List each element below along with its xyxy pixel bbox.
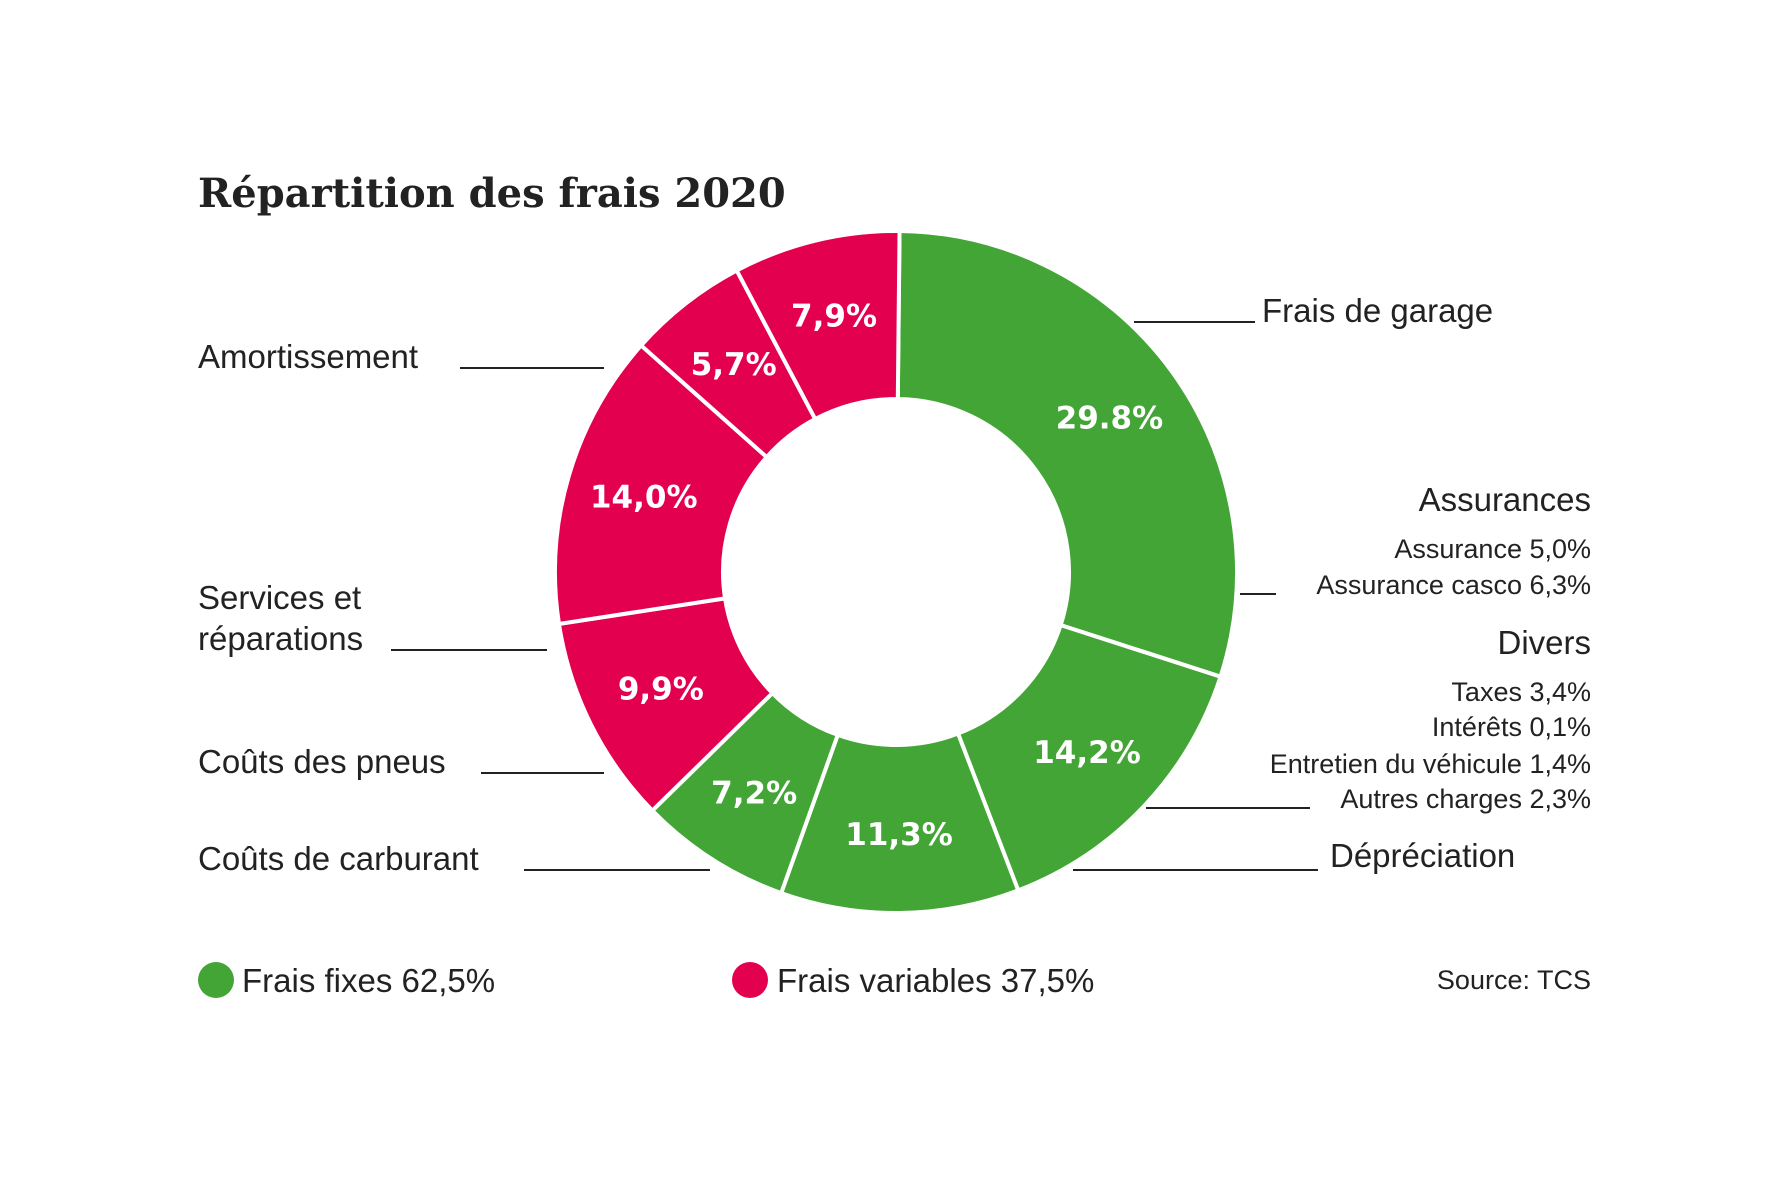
- slice-value-1: 14,2%: [1033, 735, 1141, 771]
- chart-title: Répartition des frais 2020: [198, 170, 786, 217]
- slice-value-3: 7,2%: [711, 775, 797, 811]
- slice-value-2: 11,3%: [845, 817, 953, 853]
- label-amortissement: Amortissement: [198, 338, 418, 375]
- source-note: Source: TCS: [1437, 965, 1591, 995]
- donut-slices: [553, 228, 1240, 915]
- label-assurances: Assurances: [1419, 481, 1591, 518]
- label-assurance: Assurance 5,0%: [1394, 534, 1591, 564]
- label-frais-garage: Frais de garage: [1262, 292, 1493, 329]
- slice-value-5: 14,0%: [590, 480, 698, 516]
- legend-dot-variable: [732, 962, 768, 998]
- label-divers: Divers: [1497, 624, 1591, 661]
- slice-amortissement: [895, 228, 1240, 680]
- label-assurance-casco: Assurance casco 6,3%: [1316, 570, 1591, 600]
- label-services-line1: Services et: [198, 579, 361, 616]
- slice-value-0: 29.8%: [1056, 400, 1164, 436]
- label-entretien: Entretien du véhicule 1,4%: [1270, 749, 1591, 779]
- slice-frais-de-garage: [955, 622, 1224, 893]
- slice-value-labels: 29.8% 14,2% 11,3% 7,2% 9,9% 14,0% 5,7% 7,9%: [590, 298, 1163, 853]
- slice-value-4: 9,9%: [618, 672, 704, 708]
- legend-label-fixed: Frais fixes 62,5%: [242, 962, 495, 999]
- label-interets: Intérêts 0,1%: [1432, 712, 1591, 742]
- label-autres-charges: Autres charges 2,3%: [1340, 784, 1591, 814]
- label-depreciation: Dépréciation: [1330, 837, 1515, 874]
- slice-couts-de-carburant: [553, 342, 770, 627]
- slice-value-7: 7,9%: [791, 298, 877, 334]
- slice-services-et-reparations: [734, 229, 902, 422]
- legend-dot-fixed: [198, 962, 234, 998]
- label-services-line2: réparations: [198, 620, 363, 657]
- slice-value-6: 5,7%: [691, 347, 777, 383]
- label-carburant: Coûts de carburant: [198, 840, 479, 877]
- label-taxes: Taxes 3,4%: [1451, 677, 1591, 707]
- legend-label-variable: Frais variables 37,5%: [777, 962, 1094, 999]
- label-pneus: Coûts des pneus: [198, 743, 446, 780]
